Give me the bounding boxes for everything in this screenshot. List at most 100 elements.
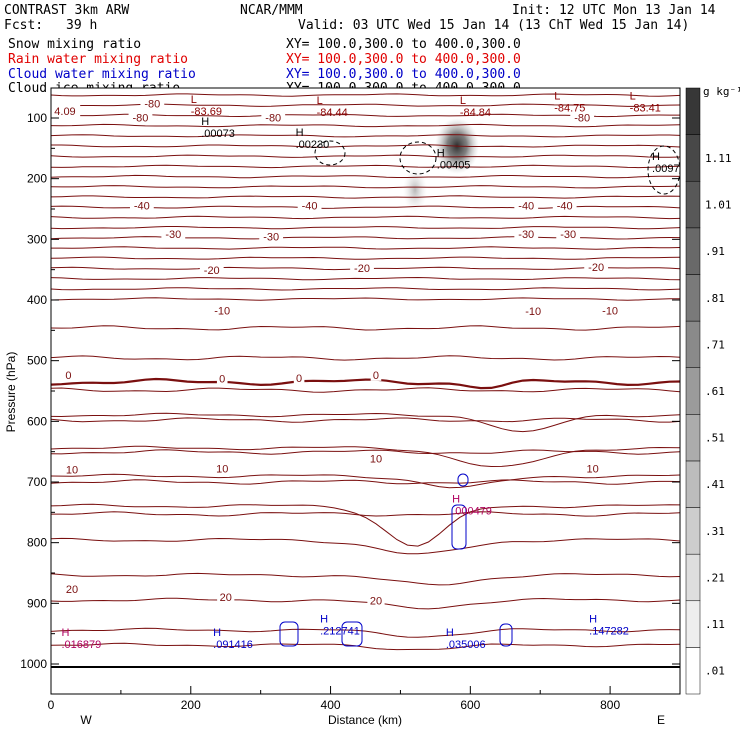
colorbar-box bbox=[685, 507, 701, 555]
extremum-value: .212741 bbox=[320, 625, 360, 637]
east-label: E bbox=[657, 713, 665, 727]
contour-label-bg bbox=[598, 304, 623, 317]
cloud-water-contour bbox=[499, 623, 513, 647]
extremum-value: .035006 bbox=[446, 639, 486, 651]
isotherm-line bbox=[51, 154, 680, 158]
contour-label-bg bbox=[217, 590, 235, 603]
isotherm-label: 20 bbox=[370, 596, 382, 608]
isotherm-label: 10 bbox=[370, 454, 382, 466]
isotherm-line bbox=[51, 642, 680, 651]
colorbar-level-label: .31 bbox=[705, 525, 725, 538]
field-xy-cloud-water: XY= 100.0,300.0 to 400.0,300.0 bbox=[286, 67, 521, 82]
extremum-marker: L bbox=[630, 91, 636, 103]
isotherm-line bbox=[51, 511, 680, 517]
extremum-marker: H bbox=[296, 127, 304, 139]
west-label: W bbox=[80, 713, 92, 727]
field-label-snow: Snow mixing ratio bbox=[8, 37, 141, 52]
colorbar-box bbox=[685, 414, 701, 462]
isotherm-label: 10 bbox=[216, 463, 228, 475]
colorbar-level-label: 1.01 bbox=[705, 199, 732, 212]
colorbar-level-label: .61 bbox=[705, 385, 725, 398]
colorbar-box bbox=[685, 320, 701, 368]
colorbar-box bbox=[685, 180, 701, 229]
cloud-water-contour bbox=[457, 473, 469, 487]
y-tick-label: 300 bbox=[27, 232, 47, 246]
contour-label-bg bbox=[63, 368, 74, 381]
colorbar-level-label: .51 bbox=[705, 432, 725, 445]
field-label-cloud-water: Cloud water mixing ratio bbox=[8, 67, 196, 82]
extremum-marker: H bbox=[437, 148, 445, 160]
isotherm-label: -20 bbox=[204, 265, 220, 277]
y-tick-label: 700 bbox=[27, 475, 47, 489]
isotherm-label: -30 bbox=[263, 232, 279, 244]
isotherm-label: -10 bbox=[525, 306, 541, 318]
y-tick-label: 200 bbox=[27, 172, 47, 186]
contour-label-bg bbox=[128, 111, 153, 124]
extremum-marker: H bbox=[452, 493, 460, 505]
extremum-value: .00230 bbox=[296, 139, 330, 151]
x-axis: 0 200 400 600 800 bbox=[48, 686, 620, 712]
colorbar-level-label: .41 bbox=[705, 478, 725, 491]
cloud-water-contour bbox=[451, 504, 467, 550]
isotherm-label: 10 bbox=[587, 463, 599, 475]
contour-label-bg bbox=[161, 228, 186, 241]
isotherm-label: -30 bbox=[560, 229, 576, 241]
isotherm-line bbox=[51, 479, 680, 485]
contour-label-bg bbox=[370, 368, 382, 381]
extremum-marker: H bbox=[61, 627, 69, 639]
isotherm-label: -80 bbox=[133, 113, 149, 125]
extremum-marker: L bbox=[317, 95, 323, 107]
isotherm-label: -40 bbox=[557, 201, 573, 213]
zero-isotherm-line bbox=[51, 377, 680, 390]
isotherm-label: -20 bbox=[588, 262, 604, 274]
x-tick-label: 200 bbox=[181, 698, 201, 712]
colorbar-box bbox=[685, 553, 701, 602]
isotherm-label: -30 bbox=[518, 229, 534, 241]
isotherm-label: 0 bbox=[296, 373, 302, 385]
isotherm-label: -20 bbox=[354, 263, 370, 275]
isotherm-line bbox=[51, 597, 680, 610]
isotherm-line bbox=[51, 387, 680, 393]
colorbar-level-label: .91 bbox=[705, 245, 725, 258]
isotherm-line bbox=[51, 537, 680, 555]
field-xy-snow: XY= 100.0,300.0 to 400.0,300.0 bbox=[286, 37, 521, 52]
isotherm-line bbox=[51, 246, 680, 250]
extremum-value: -83.41 bbox=[630, 103, 661, 115]
isotherm-label: -10 bbox=[602, 306, 618, 318]
init-time: Init: 12 UTC Mon 13 Jan 14 bbox=[512, 3, 716, 18]
isotherm-label: 10 bbox=[66, 464, 78, 476]
extremum-value: .016879 bbox=[61, 639, 101, 651]
y-axis-title: Pressure (hPa) bbox=[4, 352, 18, 433]
x-tick-label: 400 bbox=[321, 698, 341, 712]
forecast-hour: 39 h bbox=[66, 18, 97, 33]
contour-labels: -80 -80 -80 -80 4.09 -40 -40 -40 -40 -30 -30 -30 -30… bbox=[51, 97, 623, 608]
isotherm-line bbox=[51, 144, 680, 148]
isotherm-line bbox=[51, 297, 680, 301]
colorbar-level-label: .21 bbox=[705, 571, 725, 584]
contour-label-bg bbox=[293, 371, 305, 384]
contour-label-bg bbox=[552, 199, 577, 212]
isotherm-line bbox=[51, 412, 680, 433]
extremum-marker: L bbox=[460, 95, 466, 107]
extremum-value: .091416 bbox=[213, 639, 253, 651]
isotherm-label: -10 bbox=[214, 306, 230, 318]
cloud-ice-contours bbox=[314, 140, 680, 195]
contour-label-bg bbox=[259, 230, 284, 243]
forecast-label: Fcst: bbox=[4, 18, 43, 33]
cloud-ice-contour bbox=[399, 141, 437, 175]
isotherm-line bbox=[51, 93, 680, 97]
isotherm-line bbox=[51, 226, 680, 230]
contour-label-bg bbox=[213, 462, 231, 475]
contour-label-bg bbox=[367, 452, 385, 465]
contour-label-bg bbox=[350, 262, 374, 275]
contour-label-bg bbox=[51, 104, 81, 117]
y-tick-label: 800 bbox=[27, 536, 47, 550]
colorbar-level-label: .01 bbox=[705, 665, 725, 678]
isotherm-line bbox=[51, 185, 680, 189]
x-tick-label: 0 bbox=[48, 698, 55, 712]
isotherm-label: -80 bbox=[265, 113, 281, 125]
isotherm-line bbox=[51, 134, 680, 138]
isotherm-line bbox=[51, 123, 680, 128]
contour-label-bg bbox=[584, 462, 602, 475]
extremum-value: .00971 bbox=[652, 163, 686, 175]
